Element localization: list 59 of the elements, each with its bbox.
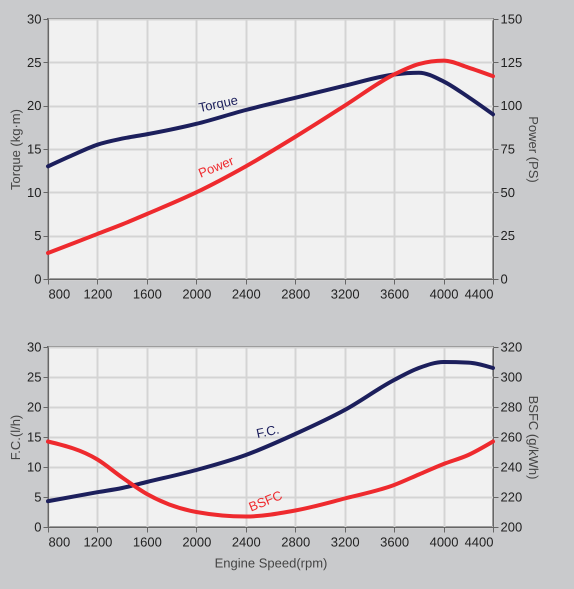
- x-tick-label: 800: [48, 534, 70, 550]
- y2-tick-label: 125: [500, 54, 522, 70]
- x-tick-label: 2400: [232, 534, 261, 550]
- y2-tick-label: 240: [500, 460, 522, 474]
- y2-axis-title: Power (PS): [526, 116, 542, 183]
- x-tick-label: 3200: [330, 534, 360, 550]
- x-tick-label: 1600: [132, 286, 162, 302]
- y2-tick-label: 220: [500, 490, 522, 504]
- y-axis-title: Torque (kg·m): [8, 109, 24, 190]
- y-tick-label: 5: [34, 490, 42, 504]
- x-tick-label: 4400: [464, 534, 494, 550]
- x-tick-label: 2400: [232, 286, 261, 302]
- y-tick-label: 10: [27, 184, 42, 200]
- x-tick-label: 1200: [83, 286, 112, 302]
- y2-tick-label: 320: [500, 340, 522, 354]
- x-tick-label: 1200: [83, 534, 112, 550]
- text: Power: [196, 152, 237, 181]
- y-tick-label: 30: [27, 340, 42, 354]
- x-tick-label: 4400: [464, 286, 494, 302]
- y-tick-label: 15: [27, 142, 42, 156]
- line-series: [46, 440, 495, 518]
- text: F.C.: [254, 422, 281, 442]
- y2-tick-label: 50: [500, 184, 515, 200]
- y2-tick-label: 0: [500, 272, 508, 286]
- x-tick-label: 4000: [430, 286, 459, 302]
- y-tick-label: 20: [27, 400, 42, 414]
- y2-tick-label: 280: [500, 400, 522, 414]
- y2-tick-label: 300: [500, 370, 522, 384]
- text: BSFC: [246, 488, 284, 514]
- x-tick-label: 3600: [380, 286, 410, 302]
- y-tick-label: 0: [34, 520, 42, 534]
- x-tick-label: 2000: [182, 534, 212, 550]
- y2-tick-label: 75: [500, 142, 515, 156]
- line-series: [46, 58, 495, 255]
- x-axis-title: Engine Speed(rpm): [214, 556, 328, 570]
- y2-axis-title: BSFC (g/kWh): [526, 396, 542, 480]
- y-tick-label: 5: [34, 228, 42, 244]
- y-tick-label: 0: [34, 272, 42, 286]
- x-tick-label: 2800: [281, 534, 310, 550]
- x-tick-label: 2000: [182, 286, 212, 302]
- y-tick-label: 15: [27, 430, 42, 444]
- y2-tick-label: 100: [500, 98, 522, 114]
- y-tick-label: 30: [27, 12, 42, 26]
- x-tick-label: 3200: [330, 286, 360, 302]
- y-tick-label: 20: [27, 98, 42, 114]
- x-tick-label: 4000: [430, 534, 459, 550]
- y2-tick-label: 260: [500, 430, 522, 444]
- y-tick-label: 25: [27, 370, 42, 384]
- y-axis-title: F.C.(l/h): [8, 414, 24, 460]
- y2-tick-label: 200: [500, 520, 522, 534]
- y-tick-label: 25: [27, 54, 42, 70]
- y2-tick-label: 150: [500, 12, 522, 26]
- x-tick-label: 800: [48, 286, 70, 302]
- text: Torque: [197, 92, 240, 116]
- x-tick-label: 1600: [132, 534, 162, 550]
- y2-tick-label: 25: [500, 228, 515, 244]
- y-tick-label: 10: [27, 460, 42, 474]
- x-tick-label: 3600: [380, 534, 410, 550]
- x-tick-label: 2800: [281, 286, 310, 302]
